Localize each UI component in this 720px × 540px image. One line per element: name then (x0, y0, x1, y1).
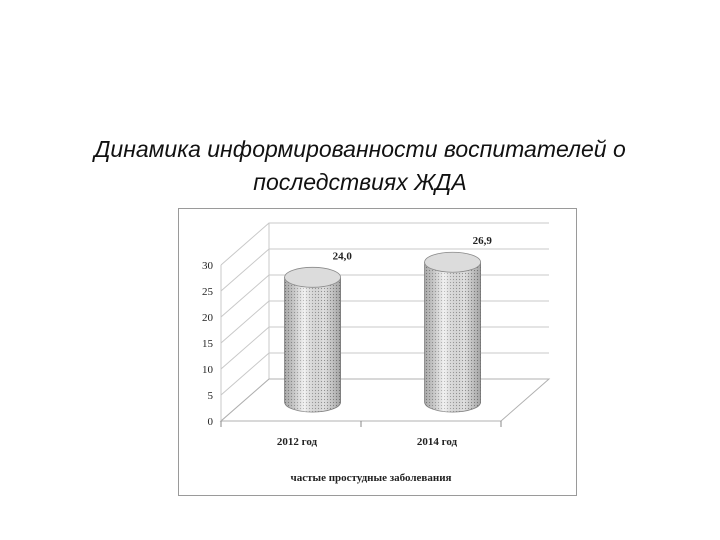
bar-2 (424, 251, 482, 413)
slide-title: Динамика информированности воспитателей … (20, 133, 700, 199)
y-tick-label: 25 (202, 286, 214, 298)
gridline (220, 222, 549, 266)
slide-title-line-1: Динамика информированности воспитателей … (94, 136, 626, 162)
y-tick-label: 30 (202, 260, 214, 272)
gridline (220, 300, 549, 344)
cylinder-shading (284, 277, 341, 413)
bars (284, 251, 482, 413)
y-tick-label: 20 (202, 312, 214, 324)
cylinder-top (284, 266, 342, 288)
gridline (220, 326, 549, 370)
gridline (220, 248, 549, 292)
axes: 0 5 10 15 20 25 30 (202, 223, 551, 428)
gridlines (220, 222, 549, 422)
bar-1 (284, 266, 342, 413)
data-label: 24,0 (333, 250, 353, 262)
x-axis-title: частые простудные заболевания (291, 472, 452, 484)
slide-title-line-2: последствиях ЖДА (253, 169, 467, 195)
y-tick-label: 10 (202, 364, 214, 376)
data-label: 26,9 (473, 235, 493, 247)
cylinder-top (424, 251, 482, 273)
cylinder-shading (424, 262, 481, 413)
labels: 24,0 2012 год 26,9 2014 год частые простудны… (277, 235, 492, 484)
gridline (220, 378, 549, 422)
chart-frame: 0 5 10 15 20 25 30 24,0 2012 год 26,9 2014 год час… (178, 208, 577, 496)
x-category-label: 2012 год (277, 436, 318, 448)
gridline (220, 352, 549, 396)
gridline (220, 274, 549, 318)
floor-plane (219, 378, 551, 422)
y-tick-label: 15 (202, 338, 214, 350)
cylinder-bar-chart: 0 5 10 15 20 25 30 24,0 2012 год 26,9 2014 год час… (202, 222, 551, 484)
y-tick-label: 0 (208, 416, 214, 428)
x-category-label: 2014 год (417, 436, 458, 448)
y-tick-label: 5 (208, 390, 214, 402)
